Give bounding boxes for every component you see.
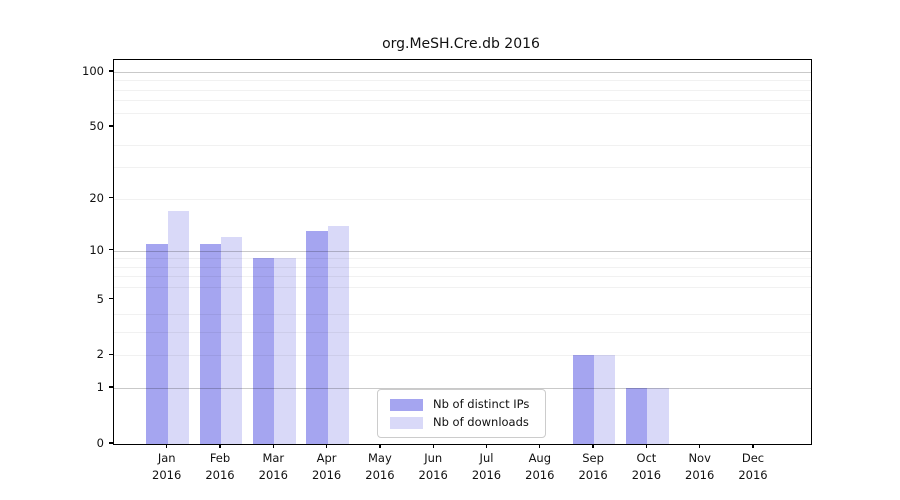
x-tick-mark-jan [166,444,168,448]
gridline-40 [114,144,811,146]
gridline-7 [114,276,811,278]
y-tick-mark-2 [109,353,113,356]
y-tick-label-100: 100 [82,63,104,78]
x-tick-mark-sep [592,444,594,448]
y-tick-label-20: 20 [89,190,104,205]
bar-distinct-ips-sep [572,355,595,444]
gridline-3 [114,332,811,334]
legend-item-distinct-ips: Nb of distinct IPs [390,398,545,411]
y-tick-label-2: 2 [96,347,104,362]
legend-swatch-downloads [390,416,423,429]
x-tick-mark-dec [752,444,754,448]
y-tick-mark-10 [109,248,113,251]
x-tick-label-jan: Jan 2016 [137,450,197,484]
chart-title: org.MeSH.Cre.db 2016 [382,36,540,52]
gridline-60 [114,112,811,114]
x-tick-year-jan: 2016 [152,468,182,482]
bar-distinct-ips-jan [146,243,168,444]
x-tick-mark-feb [219,444,221,448]
bar-downloads-jan [167,210,189,444]
y-tick-mark-100 [109,70,113,72]
y-tick-mark-1 [109,386,113,388]
gridline-10 [114,250,811,252]
x-tick-mark-jun [432,444,434,448]
x-tick-mark-apr [325,444,328,448]
x-tick-mark-mar [272,444,274,448]
y-tick-label-0: 0 [96,436,104,450]
bar-downloads-apr [327,225,349,444]
gridline-70 [114,100,811,102]
x-tick-label-apr: Apr 2016 [297,450,357,484]
x-tick-label-may: May 2016 [350,450,410,484]
x-tick-label-dec: Dec 2016 [723,450,783,484]
x-tick-label-nov: Nov 2016 [670,450,730,484]
bar-distinct-ips-oct [626,388,648,444]
y-tick-mark-20 [109,196,113,199]
x-tick-label-jun: Jun 2016 [403,450,463,484]
legend: Nb of distinct IPs Nb of downloads [377,389,546,438]
gridline-9 [114,258,811,260]
x-tick-label-sep: Sep 2016 [563,450,623,484]
bar-downloads-mar [274,258,296,444]
gridline-20 [114,198,811,200]
gridline-1 [114,388,811,390]
x-tick-label-jul: Jul 2016 [457,450,517,484]
gridline-30 [114,167,811,169]
x-tick-year-nov: 2016 [685,468,715,482]
bar-downloads-sep [594,355,616,444]
x-tick-mark-oct [645,444,648,448]
x-tick-year-aug: 2016 [525,468,555,482]
y-tick-label-1: 1 [96,380,104,395]
y-tick-mark-50 [109,125,113,127]
y-tick-label-5: 5 [96,291,104,306]
bars-layer [114,60,811,444]
x-tick-year-apr: 2016 [311,468,342,482]
x-tick-year-oct: 2016 [631,468,662,482]
gridline-2 [114,355,811,357]
bar-distinct-ips-feb [199,243,221,444]
x-tick-label-feb: Feb 2016 [190,450,250,484]
y-tick-mark-5 [109,297,113,300]
grid-layer [114,60,811,444]
x-tick-year-jun: 2016 [418,468,448,482]
x-tick-mark-aug [539,444,541,448]
bar-distinct-ips-mar [253,258,275,444]
x-tick-year-mar: 2016 [258,468,288,482]
x-tick-label-oct: Oct 2016 [616,450,676,484]
x-tick-mark-jul [485,444,488,448]
gridline-90 [114,80,811,82]
gridline-100 [114,71,811,73]
legend-label-distinct-ips: Nb of distinct IPs [433,397,530,411]
x-tick-label-aug: Aug 2016 [510,450,570,484]
gridline-80 [114,89,811,91]
x-tick-mark-may [379,444,381,448]
gridline-8 [114,266,811,268]
x-tick-year-dec: 2016 [738,468,768,482]
x-tick-year-feb: 2016 [205,468,235,482]
plot-area [113,59,812,445]
y-tick-label-10: 10 [89,242,104,257]
y-tick-label-50: 50 [89,118,104,133]
legend-label-downloads: Nb of downloads [433,415,529,429]
legend-swatch-distinct-ips [390,398,423,411]
x-tick-mark-nov [699,444,701,448]
gridline-6 [114,287,811,289]
bar-downloads-feb [221,237,243,444]
legend-item-downloads: Nb of downloads [390,416,545,429]
x-tick-year-sep: 2016 [578,468,608,482]
x-tick-label-mar: Mar 2016 [243,450,303,484]
gridline-4 [114,314,811,316]
y-tick-mark-0 [109,442,113,444]
x-tick-year-jul: 2016 [471,468,502,482]
bar-downloads-oct [647,388,669,444]
bar-distinct-ips-apr [306,231,328,444]
x-tick-year-may: 2016 [365,468,395,482]
